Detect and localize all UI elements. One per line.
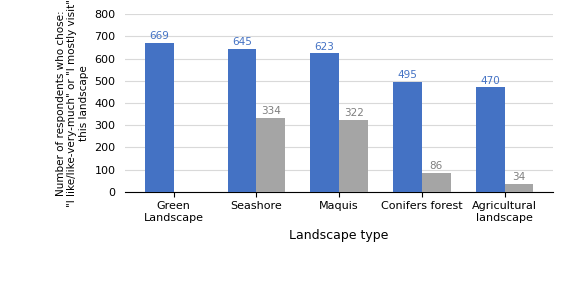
Text: 334: 334 (261, 106, 281, 116)
Bar (339, 120, 368, 192)
Bar (475, 87, 504, 192)
Text: 86: 86 (430, 161, 443, 171)
Text: 322: 322 (344, 109, 364, 118)
Bar (145, 43, 174, 192)
Bar (256, 118, 286, 192)
X-axis label: Landscape type: Landscape type (290, 229, 389, 242)
Text: 623: 623 (315, 42, 335, 52)
Bar (227, 49, 256, 192)
Text: 645: 645 (232, 37, 252, 47)
Text: 495: 495 (397, 70, 417, 80)
Bar (504, 184, 534, 192)
Bar (310, 53, 339, 192)
Bar (393, 82, 422, 192)
Text: 34: 34 (512, 172, 526, 182)
Y-axis label: Number of respondents who chose:
"I like/like-very-much" or "I mostly visit"
thi: Number of respondents who chose: "I like… (56, 0, 89, 207)
Text: 669: 669 (149, 31, 169, 41)
Bar (422, 173, 451, 192)
Text: 470: 470 (480, 76, 500, 86)
